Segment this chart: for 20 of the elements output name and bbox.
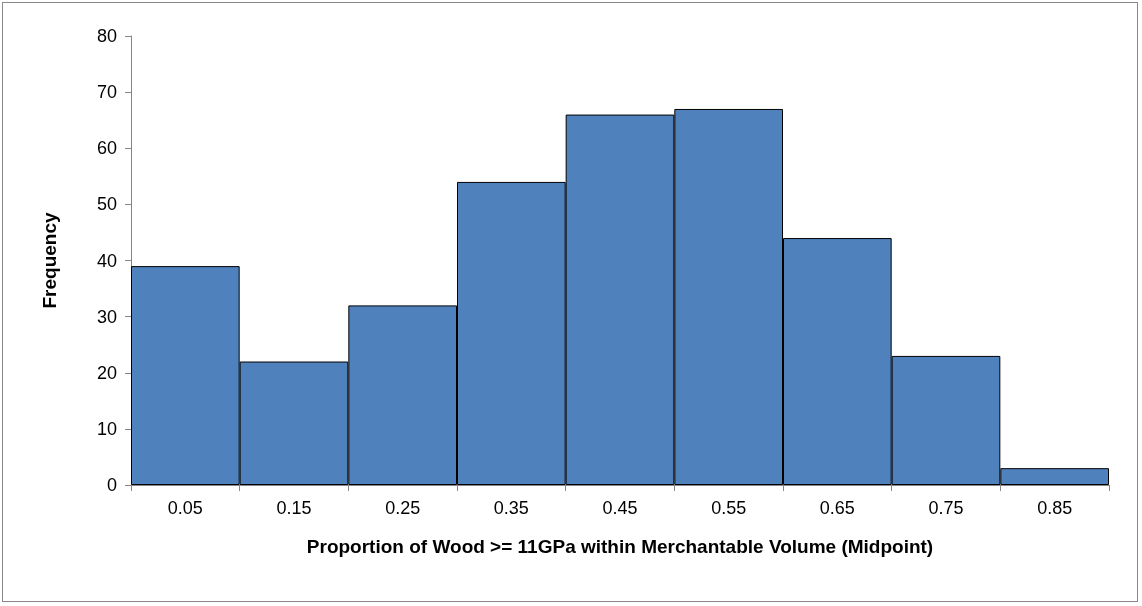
x-axis-title: Proportion of Wood >= 11GPa within Merchantable Volume (Midpoint) (306, 536, 934, 557)
y-tick-label: 0 (106, 475, 117, 495)
y-axis-title: Frequency (39, 212, 60, 309)
y-tick-label: 10 (96, 418, 117, 439)
y-tick-label: 20 (96, 362, 117, 383)
x-tick-label: 0.15 (276, 498, 312, 518)
x-tick-label: 0.35 (493, 498, 529, 518)
x-tick-label: 0.85 (1037, 498, 1073, 518)
y-tick-label: 40 (96, 250, 117, 271)
y-tick-label: 50 (96, 194, 117, 215)
y-tick-label: 30 (96, 306, 117, 327)
x-tick-label: 0.65 (819, 498, 855, 518)
x-tick-label: 0.75 (928, 498, 964, 518)
x-tick-label: 0.25 (385, 498, 421, 518)
y-tick-label: 60 (96, 138, 117, 159)
x-tick-label: 0.05 (167, 498, 203, 518)
x-tick-label: 0.55 (711, 498, 747, 518)
x-tick-label: 0.45 (602, 498, 638, 518)
y-tick-label: 70 (96, 82, 117, 103)
y-tick-label: 80 (96, 26, 117, 46)
